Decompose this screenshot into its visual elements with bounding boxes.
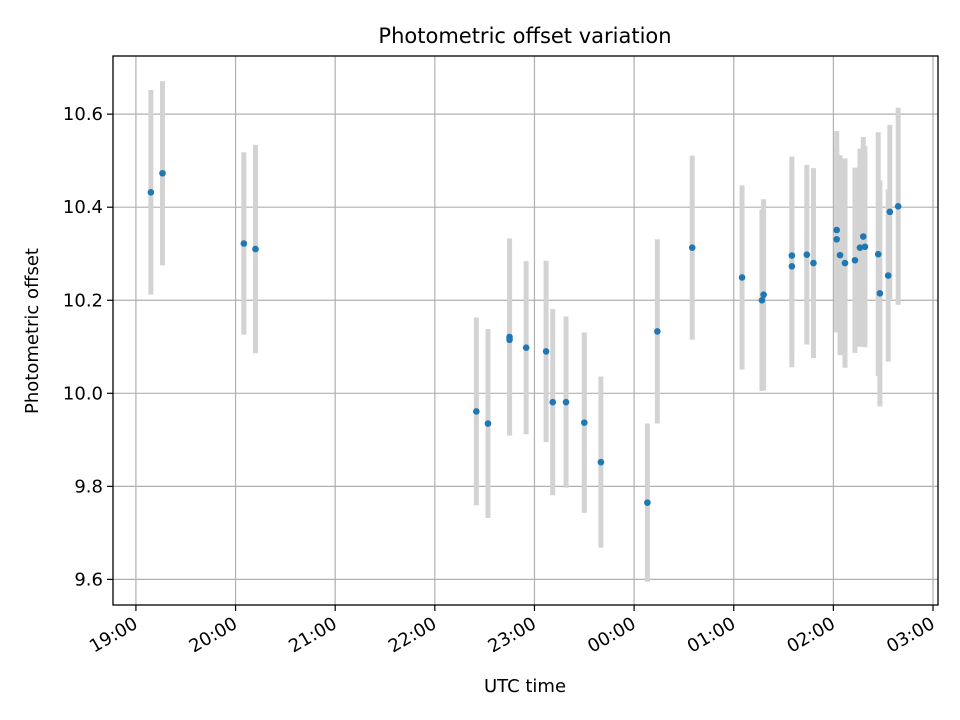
data-point [252,245,259,253]
x-tick-label: 23:00 [485,613,540,657]
y-tick-label: 10.0 [63,383,103,404]
data-point [147,189,155,196]
x-axis-label: UTC time [484,676,566,697]
data-point [562,398,570,406]
data-point [876,289,884,297]
x-tick-label: 02:00 [783,613,838,657]
x-tick-label: 19:00 [86,613,141,657]
data-point [542,348,550,355]
data-point [861,243,869,251]
data-point [644,499,651,506]
data-point [859,233,867,240]
x-tick-label: 20:00 [186,613,241,657]
chart-title: Photometric offset variation [378,24,671,48]
data-point [760,291,767,298]
y-tick-label: 10.4 [63,197,103,218]
y-tick-label: 9.6 [74,569,103,590]
data-point [240,240,248,247]
x-tick-label: 22:00 [385,613,440,657]
data-point [788,262,796,270]
data-point [836,251,844,259]
data-point [597,458,605,466]
data-point [851,256,859,264]
data-point [654,328,661,335]
data-point [738,274,746,281]
data-point [580,419,588,426]
x-tick-label: 00:00 [584,613,639,657]
data-point [833,236,841,243]
data-point [856,244,864,251]
data-point [803,251,811,258]
data-point [484,420,492,427]
y-tick-label: 10.2 [63,290,103,311]
data-point [473,408,480,415]
error-bars [148,81,901,582]
data-point [549,398,557,406]
axes: 19:00 20:00 21:00 22:00 23:00 00:00 01:00 02:00… [63,55,939,657]
data-points [147,169,902,506]
data-point [506,336,513,344]
data-point [159,169,166,177]
y-axis-label: Photometric offset [22,248,43,414]
data-point [810,259,817,267]
x-tick-label: 01:00 [684,613,739,657]
x-tick-label: 21:00 [285,613,340,657]
y-tick-label: 9.8 [74,476,103,497]
data-point [522,344,530,352]
data-point [833,226,841,234]
data-point [758,296,766,304]
data-point [894,202,902,210]
x-tick-label: 03:00 [883,613,938,657]
data-point [884,272,892,279]
data-point [841,259,849,267]
data-point [788,252,796,259]
data-point [688,244,696,251]
y-tick-label: 10.6 [63,104,103,125]
plot-frame [112,55,939,606]
data-point [886,208,894,216]
data-point [874,250,882,258]
